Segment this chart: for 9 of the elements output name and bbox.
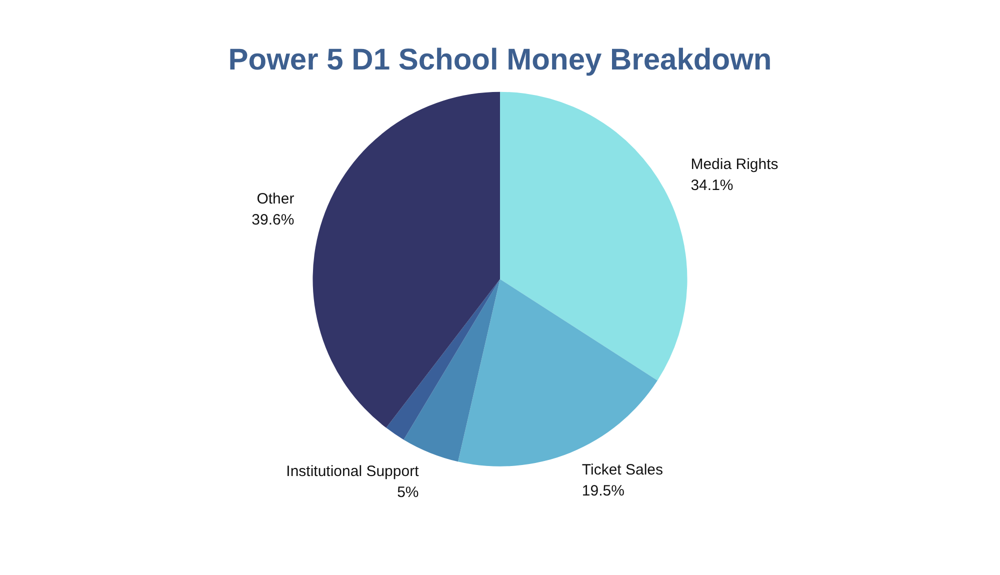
- data-label: 34.1%: [690, 177, 734, 194]
- slice-label: Media Rights: [690, 156, 778, 174]
- data-label: 19.5%: [582, 482, 624, 500]
- slice-label: Other: [256, 190, 294, 208]
- slice-label: Ticket Sales: [582, 461, 664, 478]
- chart-title: Power 5 D1 School Money Breakdown: [228, 44, 772, 76]
- slice-label: Institutional Support: [286, 462, 420, 480]
- data-label: 39.6%: [252, 211, 294, 228]
- data-label: 5%: [397, 484, 419, 501]
